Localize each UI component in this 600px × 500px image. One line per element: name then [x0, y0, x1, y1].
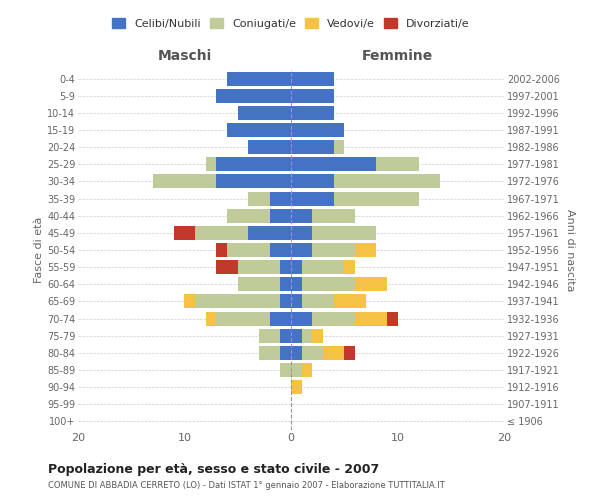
Bar	[291, 243, 313, 257]
Legend: Celibi/Nubili, Coniugati/e, Vedovi/e, Divorziati/e: Celibi/Nubili, Coniugati/e, Vedovi/e, Di…	[112, 18, 470, 28]
Bar	[238, 260, 280, 274]
Bar	[291, 294, 302, 308]
Bar	[302, 363, 312, 377]
Bar	[280, 278, 291, 291]
Bar	[291, 278, 302, 291]
Bar	[259, 328, 280, 342]
Bar	[248, 192, 270, 205]
Bar	[302, 346, 323, 360]
Bar	[174, 226, 195, 240]
Bar	[302, 260, 344, 274]
Bar	[217, 243, 227, 257]
Bar	[323, 346, 344, 360]
Bar	[291, 192, 334, 205]
Bar	[280, 346, 291, 360]
Bar	[291, 380, 302, 394]
Text: Femmine: Femmine	[362, 49, 433, 63]
Bar	[195, 294, 280, 308]
Y-axis label: Anni di nascita: Anni di nascita	[565, 209, 575, 291]
Bar	[291, 174, 334, 188]
Bar	[313, 312, 355, 326]
Bar	[313, 328, 323, 342]
Bar	[291, 88, 334, 102]
Bar	[217, 158, 291, 172]
Bar	[302, 328, 312, 342]
Bar	[227, 208, 270, 222]
Bar	[291, 72, 334, 86]
Bar	[376, 158, 419, 172]
Bar	[291, 158, 376, 172]
Bar	[280, 260, 291, 274]
Y-axis label: Fasce di età: Fasce di età	[34, 217, 44, 283]
Bar	[280, 294, 291, 308]
Bar	[227, 123, 291, 137]
Bar	[291, 328, 302, 342]
Bar	[344, 260, 355, 274]
Bar	[270, 208, 291, 222]
Bar	[313, 243, 355, 257]
Text: Popolazione per età, sesso e stato civile - 2007: Popolazione per età, sesso e stato civil…	[48, 462, 379, 475]
Bar	[334, 294, 365, 308]
Bar	[291, 208, 313, 222]
Bar	[291, 106, 334, 120]
Bar	[227, 72, 291, 86]
Bar	[259, 346, 280, 360]
Bar	[206, 312, 217, 326]
Bar	[270, 312, 291, 326]
Bar	[248, 140, 291, 154]
Bar	[280, 363, 291, 377]
Bar	[238, 278, 280, 291]
Bar	[291, 312, 313, 326]
Bar	[334, 174, 440, 188]
Bar	[291, 123, 344, 137]
Bar	[270, 243, 291, 257]
Bar	[313, 226, 376, 240]
Bar	[217, 312, 270, 326]
Bar	[355, 312, 387, 326]
Bar	[334, 140, 344, 154]
Bar	[291, 226, 313, 240]
Bar	[217, 88, 291, 102]
Bar	[280, 328, 291, 342]
Bar	[185, 294, 195, 308]
Bar	[302, 294, 334, 308]
Bar	[291, 260, 302, 274]
Bar	[152, 174, 217, 188]
Bar	[291, 346, 302, 360]
Bar	[334, 192, 419, 205]
Bar	[291, 140, 334, 154]
Text: Maschi: Maschi	[157, 49, 212, 63]
Bar	[248, 226, 291, 240]
Bar	[291, 363, 302, 377]
Bar	[344, 346, 355, 360]
Bar	[355, 243, 376, 257]
Bar	[217, 260, 238, 274]
Bar	[313, 208, 355, 222]
Bar	[206, 158, 217, 172]
Bar	[238, 106, 291, 120]
Bar	[195, 226, 248, 240]
Bar	[227, 243, 270, 257]
Bar	[302, 278, 355, 291]
Bar	[387, 312, 398, 326]
Bar	[270, 192, 291, 205]
Bar	[217, 174, 291, 188]
Text: COMUNE DI ABBADIA CERRETO (LO) - Dati ISTAT 1° gennaio 2007 - Elaborazione TUTTI: COMUNE DI ABBADIA CERRETO (LO) - Dati IS…	[48, 481, 445, 490]
Bar	[355, 278, 387, 291]
